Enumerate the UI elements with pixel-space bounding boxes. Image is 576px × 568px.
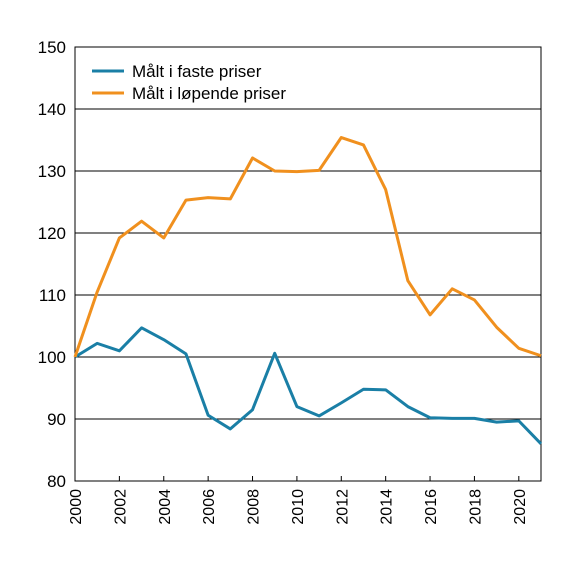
y-tick-label: 80 <box>47 472 66 491</box>
y-tick-label: 110 <box>39 286 66 305</box>
x-tick-label: 2016 <box>423 489 440 525</box>
x-tick-label: 2018 <box>467 489 484 525</box>
x-tick-label: 2010 <box>290 489 307 525</box>
x-axis-ticks: 2000 2002 2004 2006 2008 2010 2012 2014 2016 2018… <box>68 476 529 525</box>
y-tick-label: 90 <box>47 410 66 429</box>
y-tick-label: 130 <box>38 162 66 181</box>
x-tick-label: 2012 <box>334 489 351 525</box>
series-line-1 <box>74 326 543 445</box>
y-tick-label: 150 <box>38 38 66 57</box>
y-tick-label: 140 <box>38 100 66 119</box>
x-tick-label: 2008 <box>246 489 263 525</box>
legend-label-series-2: Målt i løpende priser <box>132 84 286 103</box>
x-tick-label: 2014 <box>379 489 396 525</box>
gridlines <box>75 108 541 420</box>
x-tick-label: 2000 <box>68 489 85 525</box>
x-tick-label: 2002 <box>112 489 129 525</box>
y-tick-label: 120 <box>38 224 66 243</box>
series-line-2 <box>73 136 542 358</box>
y-axis-ticks: 80 90 100 110 120 130 140 150 <box>38 38 66 491</box>
series-lines <box>73 136 543 445</box>
x-tick-label: 2006 <box>201 489 218 525</box>
legend: Målt i faste priser Målt i løpende prise… <box>92 62 286 103</box>
x-tick-label: 2020 <box>512 489 529 525</box>
x-tick-label: 2004 <box>157 489 174 525</box>
y-tick-label: 100 <box>38 348 66 367</box>
plot-frame <box>74 46 542 482</box>
legend-label-series-1: Målt i faste priser <box>132 62 262 81</box>
